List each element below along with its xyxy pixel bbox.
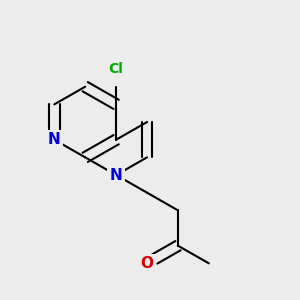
Text: N: N [110,167,122,182]
Text: Cl: Cl [109,62,124,76]
Text: N: N [48,132,61,147]
Text: O: O [141,256,154,271]
